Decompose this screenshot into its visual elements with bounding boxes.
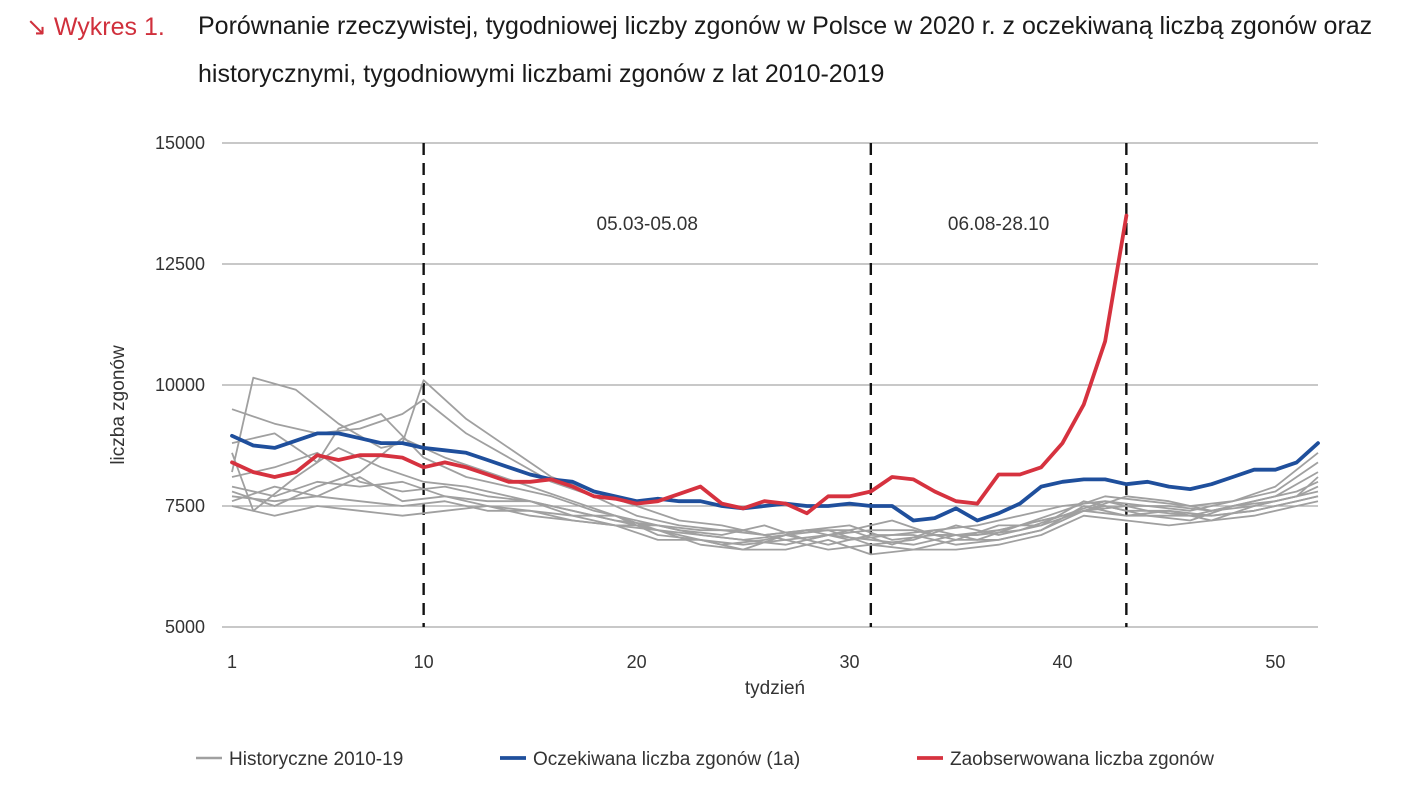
historical-line xyxy=(231,495,1319,551)
historical-line xyxy=(231,447,1319,546)
x-tick-label: 10 xyxy=(414,652,434,672)
x-tick-label: 30 xyxy=(840,652,860,672)
y-tick-label: 7500 xyxy=(165,496,205,516)
legend: Historyczne 2010-19 Oczekiwana liczba zgo… xyxy=(196,749,1214,770)
historical-line xyxy=(231,480,1319,546)
main-series xyxy=(230,213,1320,523)
y-tick-label: 5000 xyxy=(165,617,205,637)
grid-lines xyxy=(222,142,1318,628)
x-tick-label: 1 xyxy=(227,652,237,672)
historical-series xyxy=(231,376,1319,556)
legend-label: Oczekiwana liczba zgonów (1a) xyxy=(533,749,800,770)
period-labels: 05.03-05.08 06.08-28.10 xyxy=(597,214,1050,235)
historical-line xyxy=(231,476,1319,551)
x-axis-title: tydzień xyxy=(745,678,805,699)
legend-label: Zaobserwowana liczba zgonów xyxy=(950,749,1214,770)
observed-line xyxy=(230,213,1129,516)
y-axis-ticks: 5000 7500 10000 12500 15000 xyxy=(155,133,205,637)
period-label: 06.08-28.10 xyxy=(948,214,1049,235)
chart-title: Porównanie rzeczywistej, tygodniowej lic… xyxy=(198,12,1373,88)
period-label: 05.03-05.08 xyxy=(597,214,698,235)
figure-label: ↘ Wykres 1. xyxy=(26,13,165,41)
historical-line xyxy=(231,398,1319,541)
y-tick-label: 15000 xyxy=(155,133,205,153)
y-tick-label: 10000 xyxy=(155,375,205,395)
x-tick-label: 50 xyxy=(1265,652,1285,672)
x-tick-label: 40 xyxy=(1052,652,1072,672)
y-tick-label: 12500 xyxy=(155,254,205,274)
y-axis-title: liczba zgonów xyxy=(108,345,129,465)
expected-line xyxy=(230,431,1320,523)
legend-label: Historyczne 2010-19 xyxy=(229,749,403,770)
x-tick-label: 20 xyxy=(627,652,647,672)
x-axis-ticks: 1 10 20 30 40 50 xyxy=(227,652,1285,672)
historical-line xyxy=(231,500,1319,556)
historical-line xyxy=(231,413,1319,546)
